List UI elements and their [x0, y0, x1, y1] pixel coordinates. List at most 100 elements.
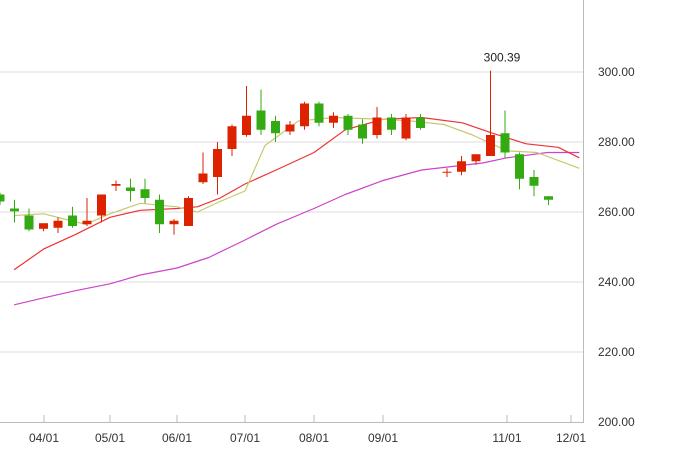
y-tick-label-5: 300.00	[598, 65, 635, 79]
candle-29	[416, 114, 425, 130]
candle-body-22	[314, 103, 324, 123]
x-tick-label-7: 12/01	[556, 431, 586, 445]
candle-17	[242, 86, 251, 137]
y-tick-label-3: 260.00	[598, 205, 635, 219]
candle-36	[529, 170, 539, 197]
candle-body-13	[184, 198, 193, 226]
ma-mid-line	[13, 116, 580, 271]
candle-1	[10, 199, 19, 223]
candle-22	[314, 101, 324, 127]
candle-body-30	[442, 171, 452, 173]
candle-14	[198, 152, 208, 184]
candle-body-37	[544, 196, 553, 200]
candle-31	[457, 156, 466, 176]
candle-10	[140, 178, 150, 204]
x-tick-label-4: 08/01	[299, 431, 329, 445]
candle-12	[169, 219, 179, 235]
candle-23	[329, 112, 338, 128]
candle-34	[500, 110, 510, 158]
candle-body-5	[68, 215, 77, 226]
candle-body-1	[10, 208, 19, 212]
candle-body-9	[126, 187, 135, 191]
candle-body-2	[24, 215, 34, 230]
max-price-label: 300.39	[484, 51, 521, 65]
x-tick-label-1: 05/01	[95, 431, 125, 445]
candle-7	[97, 194, 106, 223]
candle-body-10	[140, 189, 150, 198]
candle-33	[486, 70, 495, 156]
candle-15	[213, 142, 222, 195]
x-tick-label-5: 09/01	[368, 431, 398, 445]
candle-body-29	[416, 117, 425, 128]
candle-18	[256, 89, 266, 135]
candle-body-32	[471, 154, 481, 162]
candle-body-34	[500, 133, 510, 153]
candle-body-26	[372, 117, 382, 135]
candle-25	[358, 119, 367, 144]
candle-body-21	[300, 103, 309, 127]
candle-body-36	[529, 177, 539, 186]
candle-body-0	[0, 194, 5, 202]
candle-37	[544, 196, 553, 205]
candle-body-27	[387, 117, 396, 130]
candle-13	[184, 196, 193, 226]
x-tick-label-2: 06/01	[162, 431, 192, 445]
candle-body-4	[53, 220, 63, 228]
x-tick-label-6: 11/01	[492, 431, 521, 445]
candle-16	[227, 124, 237, 156]
candle-body-35	[515, 154, 524, 179]
x-tick-label-3: 07/01	[230, 431, 260, 445]
candle-body-7	[97, 194, 106, 216]
y-tick-label-0: 200.00	[598, 415, 635, 429]
candle-19	[271, 115, 280, 142]
candle-body-17	[242, 115, 251, 135]
y-tick-label-2: 240.00	[598, 275, 635, 289]
candle-6	[82, 198, 92, 226]
candle-27	[387, 114, 396, 135]
candle-body-20	[285, 124, 295, 132]
ma-long-line	[13, 151, 580, 306]
candle-2	[24, 208, 34, 232]
candle-8	[111, 180, 121, 191]
x-tick-label-0: 04/01	[29, 431, 59, 445]
candle-11	[155, 194, 164, 233]
candle-body-33	[486, 135, 495, 156]
y-tick-label-1: 220.00	[598, 345, 635, 359]
candle-0	[0, 192, 5, 205]
candle-body-23	[329, 115, 338, 123]
candle-body-18	[256, 110, 266, 130]
candle-5	[68, 206, 77, 228]
candle-body-14	[198, 173, 208, 183]
candle-body-11	[155, 199, 164, 225]
candle-9	[126, 178, 135, 202]
candle-body-31	[457, 161, 466, 172]
candle-4	[53, 217, 63, 233]
candle-body-24	[343, 115, 353, 130]
y-axis-ticks: 200.00 220.00 240.00 260.00 280.00 300.00	[598, 65, 635, 429]
candle-body-12	[169, 220, 179, 225]
candle-body-16	[227, 126, 237, 149]
axes	[0, 0, 584, 423]
candle-body-3	[39, 223, 48, 229]
candle-body-25	[358, 124, 367, 139]
candle-body-8	[111, 184, 121, 186]
annotations: 300.39	[484, 51, 521, 65]
candle-body-19	[271, 121, 280, 134]
candle-24	[343, 114, 353, 135]
candle-3	[39, 223, 48, 232]
candle-32	[471, 154, 481, 165]
x-axis-ticks: 04/01 05/01 06/01 07/01 08/01 09/01 11/01 12/01	[29, 415, 586, 445]
candle-35	[515, 152, 524, 190]
candle-20	[285, 121, 295, 135]
candle-26	[372, 107, 382, 139]
candle-28	[401, 114, 411, 141]
candle-21	[300, 101, 309, 130]
y-tick-label-4: 280.00	[598, 135, 635, 149]
candles	[0, 70, 553, 235]
candle-30	[442, 168, 452, 177]
candle-body-6	[82, 220, 92, 225]
candle-body-28	[401, 117, 411, 139]
candle-body-15	[213, 149, 222, 177]
